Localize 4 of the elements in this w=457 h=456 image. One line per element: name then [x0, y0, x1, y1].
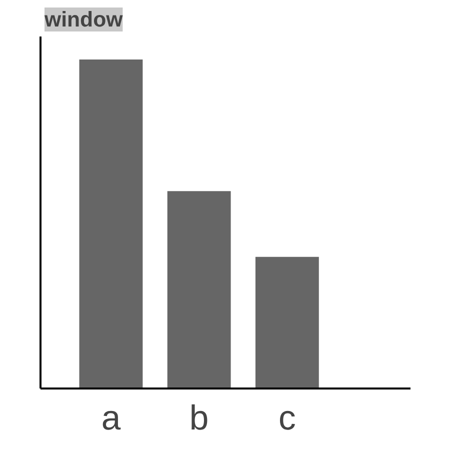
x-tick-label: b	[189, 400, 209, 438]
x-tick-label: a	[101, 400, 122, 438]
chart-title: window	[44, 8, 124, 32]
x-tick-label: c	[278, 400, 296, 438]
